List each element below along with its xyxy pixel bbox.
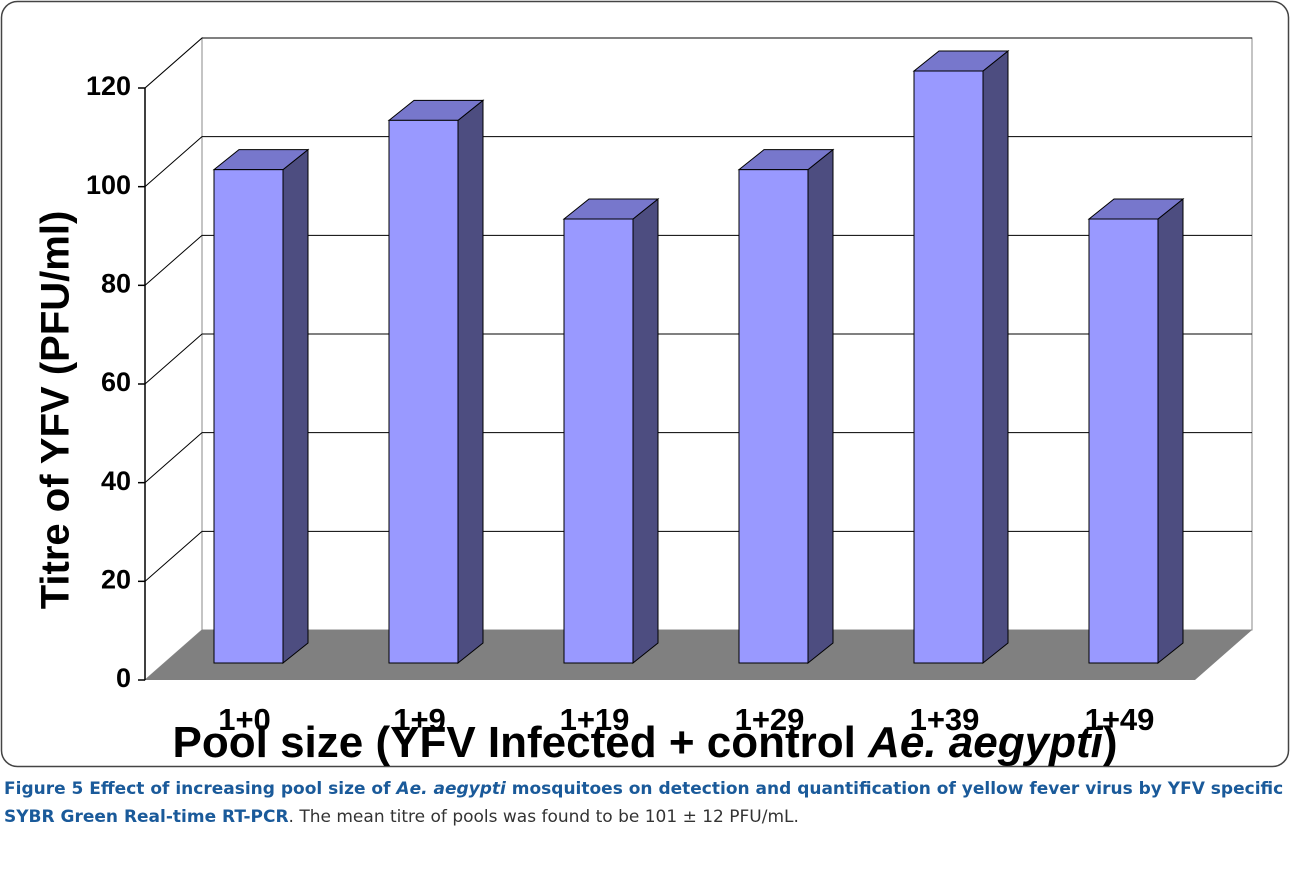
x-tick-label: 1+39 [910,702,980,737]
bar-side [282,148,309,665]
y-tick-label: 120 [86,71,131,101]
y-tick-label: 100 [86,170,131,200]
x-tick-label: 1+29 [735,702,805,737]
floor [145,630,1252,680]
bar-side [457,99,484,665]
x-label-end: ) [1103,718,1118,767]
caption-text: . The mean titre of pools was found to b… [288,807,799,827]
y-tick-label: 80 [101,268,131,298]
x-label-italic: Ae. aegypti [867,718,1104,767]
x-label-text: Pool size (YFV Infected + control [173,718,869,767]
grid-line [144,432,1252,484]
grid-line [144,234,1252,286]
bar [913,70,984,664]
caption-title: Effect of increasing pool size of [83,779,397,799]
grid-line [144,530,1252,582]
caption-title-italic: Ae. aegypti [396,779,506,799]
bar-side [807,148,834,665]
bar-side [982,49,1009,665]
y-tick-label: 60 [101,367,131,397]
x-tick-label: 1+9 [393,702,446,737]
grid-line [144,136,1252,188]
bar [563,218,634,664]
bar [738,169,809,664]
y-tick-label: 40 [101,466,131,496]
y-axis-label: Titre of YFV (PFU/ml) [34,211,78,610]
y-tick-label: 0 [116,663,131,693]
x-axis-label: Pool size (YFV Infected + control Ae. ae… [173,718,1118,767]
caption-label: Figure 5 [4,779,84,799]
x-tick-label: 1+49 [1085,702,1155,737]
y-tick-label: 20 [101,564,131,594]
bar [388,119,459,664]
caption-title: mosquitoes on detection and quantificati… [4,779,1284,827]
grid-line [144,37,1252,89]
x-tick-label: 1+0 [218,702,271,737]
bar [1088,218,1159,664]
caption: Figure 5 Effect of increasing pool size … [4,775,1286,831]
bar-side [1157,197,1184,665]
bar-side [632,197,659,665]
chart: Titre of YFV (PFU/ml) Pool size (YFV Inf… [0,0,1290,768]
bar [213,169,284,664]
grid-line [144,333,1252,385]
x-tick-label: 1+19 [560,702,630,737]
